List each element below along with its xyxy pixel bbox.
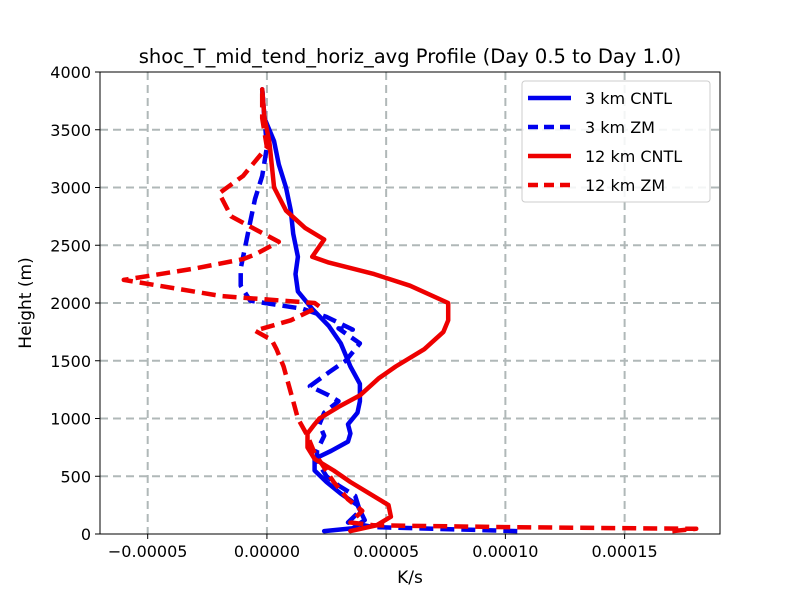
- series-line-2: [259, 87, 451, 534]
- chart-title: shoc_T_mid_tend_horiz_avg Profile (Day 0…: [139, 45, 681, 68]
- y-axis-label: Height (m): [16, 257, 36, 348]
- x-tick-label: 0.00005: [353, 542, 419, 561]
- grid-lines: [100, 72, 720, 534]
- legend-label: 3 km CNTL: [585, 89, 672, 108]
- x-tick-label: −0.00005: [108, 542, 188, 561]
- y-tick-label: 1000: [50, 410, 91, 429]
- y-tick-label: 3000: [50, 179, 91, 198]
- y-tick-label: 3500: [50, 121, 91, 140]
- y-tick-label: 1500: [50, 352, 91, 371]
- y-tick-label: 2500: [50, 236, 91, 255]
- series-line-1: [238, 89, 518, 534]
- legend-label: 12 km CNTL: [585, 147, 682, 166]
- series-line-0: [259, 87, 367, 534]
- y-tick-label: 500: [60, 467, 91, 486]
- y-tick-label: 4000: [50, 63, 91, 82]
- legend: 3 km CNTL 3 km ZM 12 km CNTL 12 km ZM: [521, 80, 711, 203]
- x-axis-ticks: −0.00005 0.00000 0.00005 0.00010 0.00015: [108, 534, 658, 561]
- legend-items: 3 km CNTL 3 km ZM 12 km CNTL 12 km ZM: [528, 89, 682, 195]
- x-tick-label: 0.00000: [234, 542, 300, 561]
- y-axis-ticks: 0 500 1000 1500 2000 2500 3000 3500 4000: [50, 63, 100, 544]
- legend-label: 12 km ZM: [585, 176, 665, 195]
- series-lines: [121, 87, 699, 534]
- x-tick-label: 0.00010: [472, 542, 538, 561]
- y-tick-label: 2000: [50, 294, 91, 313]
- legend-label: 3 km ZM: [585, 118, 655, 137]
- y-tick-label: 0: [81, 525, 91, 544]
- x-axis-label: K/s: [397, 568, 423, 588]
- legend-box: [521, 80, 711, 203]
- x-tick-label: 0.00015: [592, 542, 658, 561]
- series-line-3: [121, 89, 699, 534]
